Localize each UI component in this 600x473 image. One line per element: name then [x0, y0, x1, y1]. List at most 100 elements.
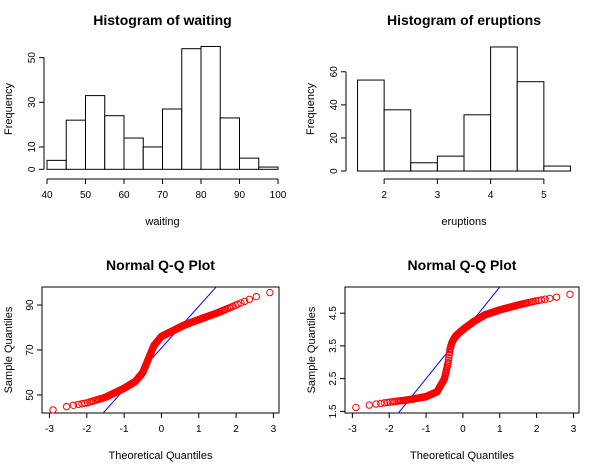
- histogram-bar: [357, 79, 385, 172]
- qq-point: [352, 403, 360, 412]
- x-axis-label: Theoretical Quantiles: [410, 450, 514, 462]
- x-tick-label: -3: [348, 424, 357, 435]
- histogram-bar: [258, 166, 279, 170]
- qq-point: [69, 401, 78, 409]
- x-tick-label: 0: [159, 424, 165, 435]
- qq-point: [383, 398, 392, 407]
- y-axis-label: Sample Quantiles: [3, 306, 15, 393]
- x-axis-label: Theoretical Quantiles: [109, 450, 213, 462]
- chart-title-4: Normal Q-Q Plot: [408, 257, 517, 273]
- qq-point: [266, 288, 274, 297]
- qq-point: [537, 296, 546, 304]
- x-tick-label: 1: [196, 424, 202, 435]
- histogram-bar: [65, 119, 86, 170]
- y-axis-label: Frequency: [305, 83, 317, 135]
- qq-point: [49, 406, 57, 414]
- x-tick-label: 1: [497, 424, 503, 435]
- y-axis-label: Frequency: [3, 83, 15, 135]
- y-tick-label: 20: [329, 132, 340, 144]
- qq-point: [252, 292, 260, 301]
- histogram-bar: [516, 81, 545, 172]
- x-tick-label: 90: [234, 190, 246, 201]
- histogram-bar: [383, 109, 412, 172]
- histogram-bar: [219, 117, 240, 170]
- x-tick-label: 3: [271, 424, 277, 435]
- y-tick-label: 0: [27, 166, 38, 172]
- y-tick-label: 10: [27, 141, 38, 153]
- qq-point: [532, 297, 540, 305]
- y-tick-label: 4.5: [328, 306, 339, 320]
- x-axis-label: eruptions: [441, 216, 487, 228]
- y-tick-label: 1.5: [328, 404, 339, 418]
- x-tick-label: 4: [488, 190, 494, 201]
- x-tick-label: 2: [381, 190, 387, 201]
- x-axis-label: waiting: [144, 216, 179, 228]
- qq-point: [74, 400, 82, 409]
- histogram-bar: [436, 155, 465, 172]
- y-tick-label: 3.5: [328, 339, 339, 353]
- qq-point: [444, 356, 453, 364]
- qq-point: [365, 401, 373, 409]
- y-tick-label: 0: [329, 168, 340, 174]
- qq-point: [541, 295, 549, 303]
- chart-title-1: Histogram of waiting: [93, 12, 231, 28]
- qq-point: [444, 358, 452, 367]
- qq-point: [445, 351, 453, 359]
- x-tick-label: 3: [435, 190, 441, 201]
- qq-point: [372, 400, 380, 408]
- y-tick-label: 2.5: [328, 371, 339, 385]
- histogram-bar: [142, 146, 163, 170]
- x-tick-label: 5: [541, 190, 547, 201]
- x-tick-label: 3: [571, 424, 577, 435]
- x-tick-label: 2: [534, 424, 540, 435]
- histogram-bar: [543, 165, 571, 172]
- x-tick-label: 70: [157, 190, 169, 201]
- qq-point: [445, 348, 454, 357]
- y-axis-label: Sample Quantiles: [306, 306, 318, 393]
- histogram-bar: [123, 137, 144, 170]
- y-tick-label: 50: [25, 389, 36, 401]
- qq-reference-line: [102, 287, 217, 413]
- x-tick-label: -3: [45, 424, 54, 435]
- qq-point: [445, 353, 453, 362]
- x-tick-label: 50: [80, 190, 92, 201]
- qq-point: [237, 299, 245, 307]
- x-tick-label: -2: [385, 424, 394, 435]
- histogram-bar: [490, 46, 518, 172]
- y-tick-label: 30: [27, 96, 38, 108]
- histogram-bar: [46, 159, 67, 170]
- qq-point: [566, 290, 574, 298]
- chart-title-2: Histogram of eruptions: [387, 12, 541, 28]
- qq-point: [78, 400, 86, 408]
- x-tick-label: -1: [422, 424, 431, 435]
- qq-point: [240, 297, 249, 306]
- histogram-bar: [104, 115, 125, 170]
- x-tick-label: 100: [270, 190, 287, 201]
- x-tick-label: 2: [233, 424, 239, 435]
- x-tick-label: -1: [120, 424, 129, 435]
- qq-point: [245, 295, 254, 304]
- histogram-bar: [200, 45, 221, 170]
- y-tick-label: 90: [25, 299, 36, 311]
- y-tick-label: 50: [27, 52, 38, 64]
- histogram-bar: [463, 114, 492, 172]
- histogram-bar: [162, 108, 183, 170]
- x-tick-label: 60: [118, 190, 130, 201]
- qq-point: [552, 293, 561, 301]
- histogram-bar: [410, 162, 438, 172]
- histogram-bar: [239, 157, 260, 170]
- chart-title-3: Normal Q-Q Plot: [106, 257, 215, 273]
- qq-point: [546, 294, 554, 303]
- y-tick-label: 70: [25, 344, 36, 356]
- y-tick-label: 60: [329, 66, 340, 78]
- qq-point: [81, 399, 89, 407]
- x-tick-label: 40: [41, 190, 53, 201]
- y-tick-label: 40: [329, 99, 340, 111]
- x-tick-label: 0: [460, 424, 466, 435]
- x-tick-label: -2: [82, 424, 91, 435]
- histogram-bar: [85, 95, 106, 170]
- plot-frame: [41, 286, 280, 414]
- histogram-bar: [181, 48, 202, 170]
